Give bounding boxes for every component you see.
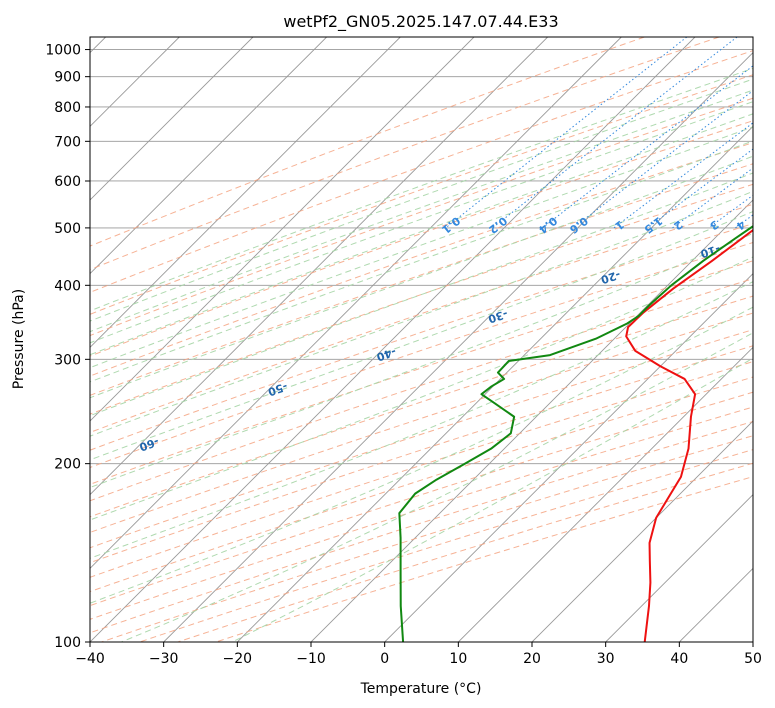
isotherm-line xyxy=(90,37,548,496)
isotherm-line xyxy=(90,37,401,348)
dry-adiabat-line xyxy=(139,449,753,642)
isotherm-line xyxy=(237,125,753,642)
mixing-ratio-line xyxy=(572,90,753,229)
dry-adiabat-line xyxy=(101,435,753,642)
dry-adiabat-line xyxy=(90,361,753,578)
isotherm-line xyxy=(310,199,753,642)
plot-frame xyxy=(89,36,754,643)
dry-adiabat-line xyxy=(90,37,720,271)
y-tick-label: 1000 xyxy=(45,43,81,59)
dry-adiabat-line xyxy=(90,97,753,337)
moist-adiabat-line xyxy=(90,67,753,312)
y-tick-label: 300 xyxy=(54,352,81,368)
dry-adiabat-label: -40 xyxy=(374,345,397,364)
y-tick-label: 900 xyxy=(54,70,81,86)
y-tick-label: 200 xyxy=(54,457,81,473)
dry-adiabat-label: -20 xyxy=(599,268,622,287)
isotherm-line xyxy=(384,273,753,642)
dry-adiabat-line xyxy=(90,37,645,247)
x-axis-label: Temperature (°C) xyxy=(360,681,482,697)
x-tick-label: −20 xyxy=(223,651,253,667)
y-axis-ticks: 1000 900 800 700 600 500 400 300 200 100 xyxy=(45,43,90,651)
isotherm-line xyxy=(163,52,753,642)
x-axis-ticks: −40 −30 −20 −10 0 10 20 30 40 50 xyxy=(75,642,762,667)
dry-adiabat-label: -30 xyxy=(486,307,509,326)
dry-adiabat-line xyxy=(215,476,753,642)
y-tick-label: 700 xyxy=(54,134,81,150)
moist-adiabat-line xyxy=(90,140,753,383)
x-tick-label: 0 xyxy=(380,651,389,667)
pressure-gridlines xyxy=(90,49,753,642)
dewpoint-profile-line xyxy=(398,225,753,642)
isotherm-line xyxy=(531,420,753,642)
temperature-profile-line xyxy=(625,228,753,642)
y-tick-label: 400 xyxy=(54,278,81,294)
dry-adiabat-line xyxy=(90,345,753,564)
skewed-isotherms xyxy=(90,37,753,642)
isotherm-line xyxy=(605,494,753,642)
moist-adiabats xyxy=(90,67,753,642)
x-tick-label: −30 xyxy=(149,651,179,667)
x-tick-label: 20 xyxy=(523,651,541,667)
x-tick-label: 30 xyxy=(597,651,615,667)
dry-adiabat-line xyxy=(90,329,753,549)
moist-adiabat-line xyxy=(90,190,753,437)
dry-adiabat-label: -10 xyxy=(699,242,722,261)
isotherm-line xyxy=(90,37,475,422)
x-tick-label: 10 xyxy=(449,651,467,667)
dry-adiabat-line xyxy=(90,163,753,396)
x-tick-label: 40 xyxy=(670,651,688,667)
isotherm-line xyxy=(90,37,622,569)
mixing-ratio-lines xyxy=(445,37,753,229)
moist-adiabat-line xyxy=(90,113,753,356)
moist-adiabat-line xyxy=(90,78,753,322)
y-tick-label: 100 xyxy=(54,635,81,651)
dry-adiabat-line xyxy=(90,50,753,293)
moist-adiabat-line xyxy=(90,89,753,333)
dry-adiabat-label: -50 xyxy=(266,380,289,399)
x-tick-label: −40 xyxy=(75,651,105,667)
dry-adiabat-line xyxy=(90,183,753,415)
chart-title: wetPf2_GN05.2025.147.07.44.E33 xyxy=(283,12,558,32)
x-tick-label: 50 xyxy=(744,651,762,667)
mixing-ratio-line xyxy=(542,65,753,229)
mixing-ratio-line xyxy=(672,167,753,229)
dry-adiabat-line xyxy=(177,462,753,642)
sounding-profiles xyxy=(398,225,753,642)
moist-adiabat-line xyxy=(90,101,753,344)
dry-adiabat-label: -60 xyxy=(137,435,160,454)
isotherm-line xyxy=(90,37,327,275)
x-tick-label: −10 xyxy=(296,651,326,667)
isotherm-line xyxy=(458,346,753,642)
mixing-ratio-line xyxy=(492,37,738,229)
y-tick-label: 800 xyxy=(54,100,81,116)
y-axis-label: Pressure (hPa) xyxy=(11,289,27,389)
dry-adiabat-line xyxy=(90,120,753,357)
moist-adiabat-line xyxy=(90,155,753,399)
y-tick-label: 600 xyxy=(54,174,81,190)
dry-adiabats xyxy=(90,37,753,642)
isotherm-line xyxy=(90,37,696,642)
isotherm-line xyxy=(90,37,254,201)
moist-adiabat-line xyxy=(121,332,753,642)
moist-adiabat-line xyxy=(90,306,753,604)
y-tick-label: 500 xyxy=(54,221,81,237)
plot-area: 0.10.20.40.611.52346810131620253036-100-… xyxy=(90,37,753,642)
moist-adiabat-line xyxy=(90,172,753,417)
dry-adiabat-line xyxy=(90,142,753,377)
